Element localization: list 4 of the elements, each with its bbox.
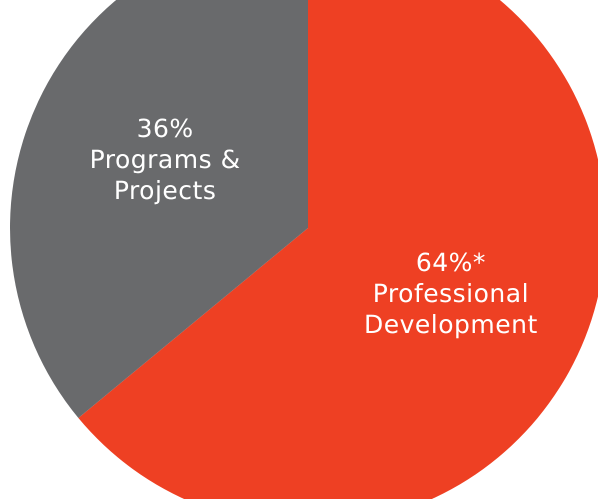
- slice-label: Professional Development: [364, 279, 538, 340]
- data-label: 64%*: [416, 248, 486, 278]
- slice-label: Programs & Projects: [90, 144, 241, 205]
- data-label: 36%: [136, 114, 194, 143]
